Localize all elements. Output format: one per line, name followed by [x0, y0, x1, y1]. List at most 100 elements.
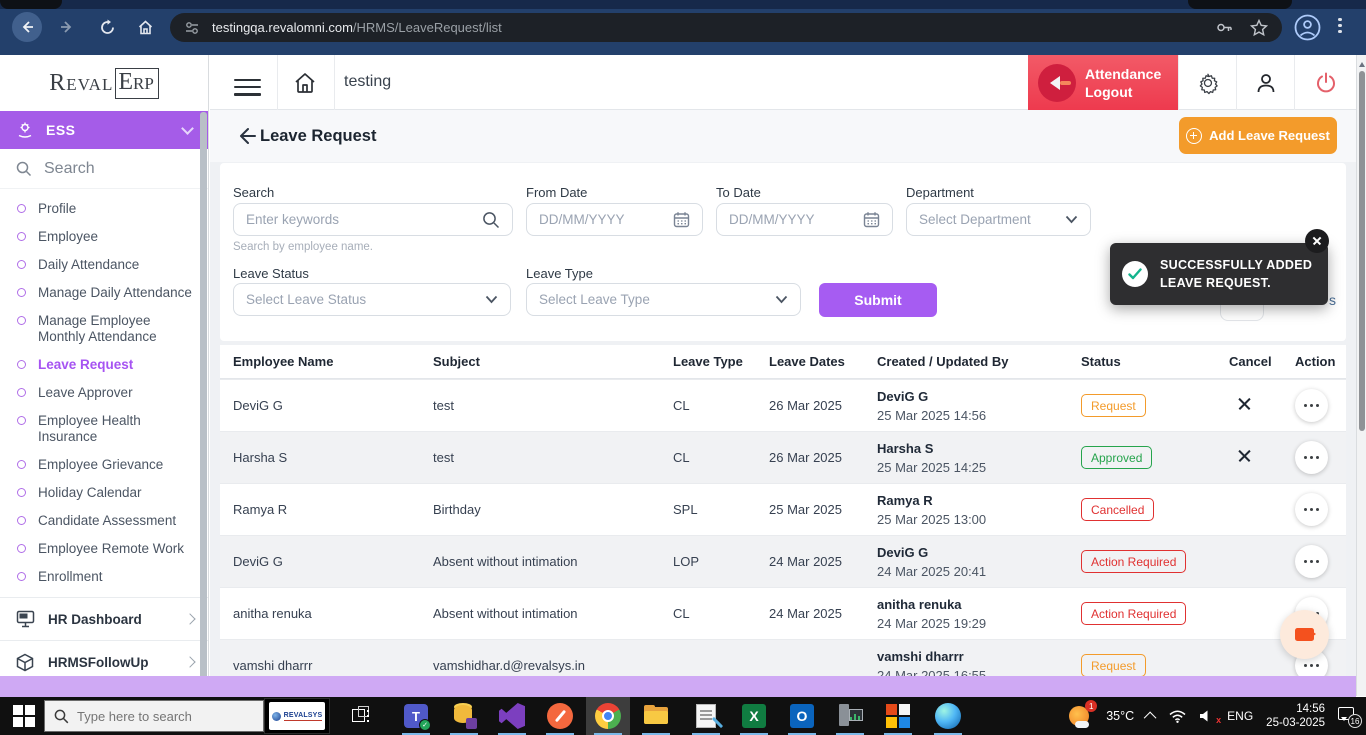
search-input[interactable]: [246, 212, 482, 227]
bookmark-star-icon[interactable]: [1250, 18, 1268, 37]
calendar-icon[interactable]: [673, 211, 690, 228]
address-bar[interactable]: testingqa.revalomni.com/HRMS/LeaveReques…: [170, 13, 1282, 42]
cell-subject: Absent without intimation: [433, 554, 578, 569]
sidebar-menu-item[interactable]: Profile: [0, 195, 208, 223]
sidebar-menu-item[interactable]: Employee Grievance: [0, 451, 208, 479]
cell-status: Cancelled: [1081, 498, 1229, 521]
attendance-logout-button[interactable]: Attendance Logout: [1028, 55, 1178, 110]
taskbar-app-outlook[interactable]: O: [780, 697, 824, 735]
wifi-icon[interactable]: [1169, 710, 1186, 723]
cell-cancel: [1229, 501, 1295, 519]
sidebar-search[interactable]: Search: [0, 149, 208, 189]
taskbar-clock[interactable]: 14:56 25-03-2025: [1266, 702, 1325, 730]
taskbar-active-window-revalsys[interactable]: REVALSYS: [264, 698, 330, 734]
home-icon[interactable]: [292, 70, 318, 96]
sidebar-menu-item[interactable]: Leave Approver: [0, 379, 208, 407]
taskbar-app-chrome[interactable]: [586, 697, 630, 735]
video-camera-fab[interactable]: [1280, 610, 1329, 659]
sidebar-menu-item[interactable]: Candidate Assessment: [0, 507, 208, 535]
tray-expand-chevron-icon[interactable]: [1143, 711, 1157, 724]
browser-menu-button[interactable]: [1338, 15, 1342, 36]
notification-center-icon[interactable]: 16: [1338, 707, 1362, 728]
back-arrow-button[interactable]: [236, 125, 258, 147]
sidebar-menu-item[interactable]: Manage Employee Monthly Attendance: [0, 307, 208, 351]
to-date-input[interactable]: [729, 212, 863, 227]
sidebar-menu-item[interactable]: Employee Health Insurance: [0, 407, 208, 451]
sidebar-menu-item[interactable]: Employee Remote Work: [0, 535, 208, 563]
browser-tab-fragment[interactable]: [0, 0, 62, 9]
browser-home-button[interactable]: [130, 12, 160, 42]
profile-button[interactable]: [1236, 55, 1294, 110]
scrollbar-up-arrow[interactable]: [1359, 59, 1365, 67]
sidebar-menu-item[interactable]: Holiday Calendar: [0, 479, 208, 507]
department-select[interactable]: Select Department: [906, 203, 1091, 236]
row-actions-button[interactable]: [1295, 493, 1328, 526]
back-arrow-icon: [240, 128, 256, 144]
to-date-field[interactable]: [716, 203, 893, 236]
module-header-ess[interactable]: ESS: [0, 111, 208, 149]
from-date-input[interactable]: [539, 212, 673, 227]
bullet-icon: [17, 288, 26, 297]
toast-close-button[interactable]: [1305, 229, 1329, 253]
taskbar-app-file-explorer[interactable]: [634, 697, 678, 735]
sidebar-menu-item[interactable]: Enrollment: [0, 563, 208, 591]
browser-tab-fragment[interactable]: [1188, 0, 1292, 9]
browser-back-button[interactable]: [12, 12, 42, 42]
cancel-x-button[interactable]: [1237, 397, 1252, 412]
cancel-x-button[interactable]: [1237, 449, 1252, 464]
notepad-icon: [696, 704, 724, 729]
calendar-icon[interactable]: [863, 211, 880, 228]
taskbar-app-ssms[interactable]: [442, 697, 486, 735]
from-date-field[interactable]: [526, 203, 703, 236]
column-header-status: Status: [1081, 354, 1121, 369]
row-actions-button[interactable]: [1295, 441, 1328, 474]
sidebar-menu-item[interactable]: Daily Attendance: [0, 251, 208, 279]
chevron-down-icon: [181, 121, 194, 135]
leave-type-select[interactable]: Select Leave Type: [526, 283, 801, 316]
temperature-text[interactable]: 35°C: [1106, 709, 1135, 723]
start-button[interactable]: [13, 705, 35, 727]
sidebar-menu-item[interactable]: Leave Request: [0, 351, 208, 379]
row-actions-button[interactable]: [1295, 545, 1328, 578]
keyword-search-field[interactable]: [233, 203, 513, 236]
speaker-muted-icon[interactable]: x: [1199, 709, 1221, 725]
task-view-button[interactable]: [352, 706, 372, 726]
language-indicator[interactable]: ENG: [1227, 709, 1254, 723]
cell-cancel: [1229, 657, 1295, 675]
taskbar-app-notepad[interactable]: [684, 697, 728, 735]
row-actions-button[interactable]: [1295, 389, 1328, 422]
to-date-label: To Date: [716, 185, 761, 200]
power-logout-button[interactable]: [1294, 55, 1356, 110]
sidebar-scrollbar[interactable]: [200, 112, 207, 690]
page-scrollbar[interactable]: [1356, 55, 1366, 696]
taskbar-app-excel[interactable]: X: [732, 697, 776, 735]
taskbar-app-visual-studio[interactable]: [490, 697, 534, 735]
taskbar-app-pencil[interactable]: [538, 697, 582, 735]
taskbar-search-input[interactable]: [77, 708, 237, 724]
sidebar-item-label: Profile: [38, 201, 77, 216]
sidebar-item-label: Employee: [38, 229, 99, 244]
sidebar-menu-item[interactable]: Employee: [0, 223, 208, 251]
taskbar-app-system-monitor[interactable]: [828, 697, 872, 735]
settings-button[interactable]: [1178, 55, 1236, 110]
hamburger-menu-icon[interactable]: [234, 74, 261, 100]
sidebar-menu-item[interactable]: Manage Daily Attendance: [0, 279, 208, 307]
taskbar-app-edge[interactable]: [926, 697, 970, 735]
created-by-name: vamshi dharrr: [877, 648, 964, 664]
add-leave-request-button[interactable]: Add Leave Request: [1179, 117, 1337, 154]
cell-action: [1295, 441, 1346, 474]
weather-icon[interactable]: 1: [1069, 700, 1098, 728]
sidebar-section-hrms-followup[interactable]: HRMSFollowUp: [0, 640, 208, 683]
browser-profile-avatar[interactable]: [1294, 14, 1321, 41]
browser-forward-button[interactable]: [52, 12, 82, 42]
taskbar-app-tiles[interactable]: [876, 697, 920, 735]
scrollbar-thumb[interactable]: [1358, 71, 1365, 431]
taskbar-search-box[interactable]: [44, 700, 264, 732]
site-info-icon[interactable]: [184, 20, 200, 36]
submit-button[interactable]: Submit: [819, 283, 937, 317]
sidebar-section-hr-dashboard[interactable]: HR Dashboard: [0, 597, 208, 640]
taskbar-app-teams[interactable]: T ✓: [394, 697, 438, 735]
browser-reload-button[interactable]: [92, 12, 122, 42]
password-key-icon[interactable]: [1215, 18, 1234, 37]
leave-status-select[interactable]: Select Leave Status: [233, 283, 511, 316]
